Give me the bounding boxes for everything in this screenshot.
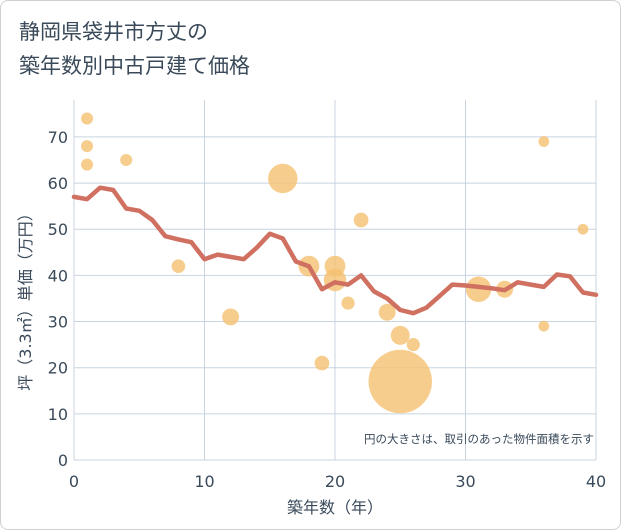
bubble-point	[465, 276, 492, 302]
bubble-point	[406, 338, 420, 352]
average-line-series	[71, 185, 599, 316]
x-tick-label: 20	[325, 472, 345, 491]
bubble-point	[120, 154, 133, 166]
bubble-point	[577, 223, 589, 235]
bubble-point	[390, 325, 410, 345]
y-tick-label: 0	[58, 451, 68, 470]
bubble-point	[81, 112, 94, 125]
bubble-point	[268, 163, 298, 194]
bubble-series	[81, 112, 589, 414]
bubble-point	[341, 296, 355, 310]
y-tick-label: 70	[48, 128, 68, 147]
average-line	[71, 185, 599, 316]
y-axis-ticks: 0 10 20 30 40 50 60 70	[48, 128, 68, 470]
bubble-point	[314, 355, 330, 371]
bubble-point	[353, 212, 369, 228]
chart-title-line-1: 静岡県袋井市方丈の	[19, 20, 208, 44]
x-tick-label: 30	[455, 472, 475, 491]
bubble-point	[538, 136, 550, 147]
bubble-point	[538, 320, 550, 332]
bubble-point	[81, 158, 94, 171]
y-tick-label: 20	[48, 359, 68, 378]
y-tick-label: 30	[48, 313, 68, 332]
x-tick-label: 10	[194, 472, 214, 491]
bubble-point	[222, 308, 240, 326]
y-axis-label: 坪（3.3㎡）単価（万円）	[16, 205, 35, 390]
chart-title-line-2: 築年数別中古戸建て価格	[19, 54, 250, 78]
y-tick-label: 60	[48, 174, 68, 193]
x-tick-label: 40	[586, 472, 606, 491]
x-axis-ticks: 0 10 20 30 40	[69, 472, 606, 491]
bubble-point	[81, 140, 94, 153]
y-tick-label: 40	[48, 266, 68, 285]
grid-lines	[73, 100, 597, 461]
bubble-point	[378, 303, 396, 321]
x-axis-label: 築年数（年）	[287, 498, 383, 517]
chart-title: 静岡県袋井市方丈の 築年数別中古戸建て価格	[19, 15, 250, 83]
x-tick-label: 0	[69, 472, 79, 491]
y-tick-label: 50	[48, 220, 68, 239]
bubble-point	[368, 349, 432, 414]
y-tick-label: 10	[48, 405, 68, 424]
bubble-point	[171, 259, 186, 273]
bubble-size-note: 円の大きさは、取引のあった物件面積を示す	[364, 432, 594, 446]
